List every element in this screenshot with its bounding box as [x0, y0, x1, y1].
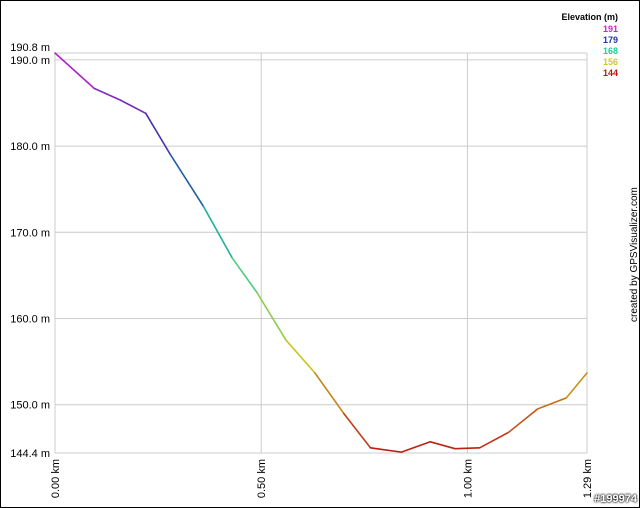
elevation-segment [454, 447, 481, 450]
y-axis-ticks: 144.4 m 150.0 m 160.0 m 170.0 m 180.0 m 190.0… [10, 42, 50, 460]
x-tick-label: 1.29 km [582, 459, 594, 498]
elevation-segment [314, 372, 345, 415]
elevation-segment [429, 440, 456, 450]
elevation-segment [202, 205, 234, 259]
elevation-segment [478, 431, 510, 449]
y-tick-label: 160.0 m [10, 314, 50, 326]
elevation-segment [369, 447, 403, 453]
elevation-segment [54, 52, 95, 90]
elevation-segment [342, 412, 372, 449]
legend-entry-168: 168 [602, 46, 618, 56]
legend-title: Elevation (m) [561, 12, 618, 22]
legend-entry-156: 156 [602, 57, 618, 67]
y-tick-label: 150.0 m [10, 400, 50, 412]
elevation-line [54, 52, 588, 453]
y-tick-label: 190.0 m [10, 55, 50, 67]
y-tick-label: 180.0 m [10, 141, 50, 153]
elevation-segment [400, 440, 432, 453]
legend-entry-191: 191 [602, 24, 618, 34]
elevation-segment [285, 339, 316, 374]
y-tick-label: 170.0 m [10, 227, 50, 239]
legend-entry-179: 179 [602, 35, 618, 45]
elevation-segment [565, 372, 588, 399]
elevation-legend: Elevation (m) 191 179 168 156 144 [561, 12, 618, 79]
legend-entry-144: 144 [602, 68, 618, 78]
elevation-segment [256, 291, 287, 341]
elevation-segment [144, 112, 172, 156]
x-axis-ticks: 0.00 km 0.50 km 1.00 km 1.29 km [50, 459, 594, 498]
elevation-segment [231, 257, 258, 294]
y-tick-label: 190.8 m [10, 42, 50, 54]
y-tick-label: 144.4 m [10, 448, 50, 460]
elevation-segment [120, 99, 147, 115]
x-tick-label: 0.00 km [50, 459, 62, 498]
x-tick-label: 1.00 km [462, 459, 474, 498]
elevation-segment [169, 153, 205, 208]
elevation-segment [536, 397, 568, 410]
credit-text: created by GPSVisualizer.com [629, 187, 640, 322]
gridlines [54, 52, 588, 454]
elevation-segment [93, 87, 122, 102]
elevation-segment [507, 408, 539, 434]
image-id-badge: #199974 [594, 493, 637, 505]
x-tick-label: 0.50 km [256, 459, 268, 498]
